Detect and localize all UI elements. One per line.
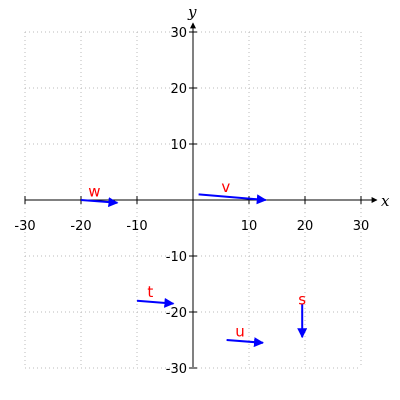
x-axis-label: x <box>381 192 390 210</box>
y-tick-label: -20 <box>166 306 187 321</box>
x-tick-label: -20 <box>70 219 91 234</box>
vector-label: v <box>221 178 230 196</box>
vector-arrow <box>80 197 119 208</box>
vector-arrow <box>136 297 175 308</box>
y-tick-label: 20 <box>170 82 187 97</box>
vector-v: v <box>198 178 267 205</box>
tick-labels: -30 -20 -10 10 20 30 30 20 10 -10 -20 -30 <box>14 26 369 377</box>
y-tick-label: 10 <box>170 138 187 153</box>
x-tick-label: 10 <box>241 219 258 234</box>
vector-t: t <box>136 283 175 308</box>
vector-label: s <box>298 291 306 309</box>
vector-label: u <box>235 322 245 340</box>
x-tick-label: 20 <box>297 219 314 234</box>
vector-u: u <box>226 322 264 348</box>
vector-arrow <box>198 193 267 205</box>
vector-w: w <box>80 182 119 208</box>
y-tick-label: -30 <box>166 362 187 377</box>
y-tick-label: 30 <box>170 26 187 41</box>
vector-arrow <box>226 337 264 348</box>
x-tick-label: -30 <box>14 219 35 234</box>
vector-s: s <box>297 291 308 339</box>
x-tick-label: -10 <box>126 219 147 234</box>
vector-label: w <box>88 182 100 200</box>
y-axis-label: y <box>187 3 197 21</box>
x-tick-label: 30 <box>353 219 370 234</box>
y-tick-label: -10 <box>166 250 187 265</box>
vectors: w v t u s <box>80 178 308 348</box>
vector-label: t <box>147 283 153 301</box>
